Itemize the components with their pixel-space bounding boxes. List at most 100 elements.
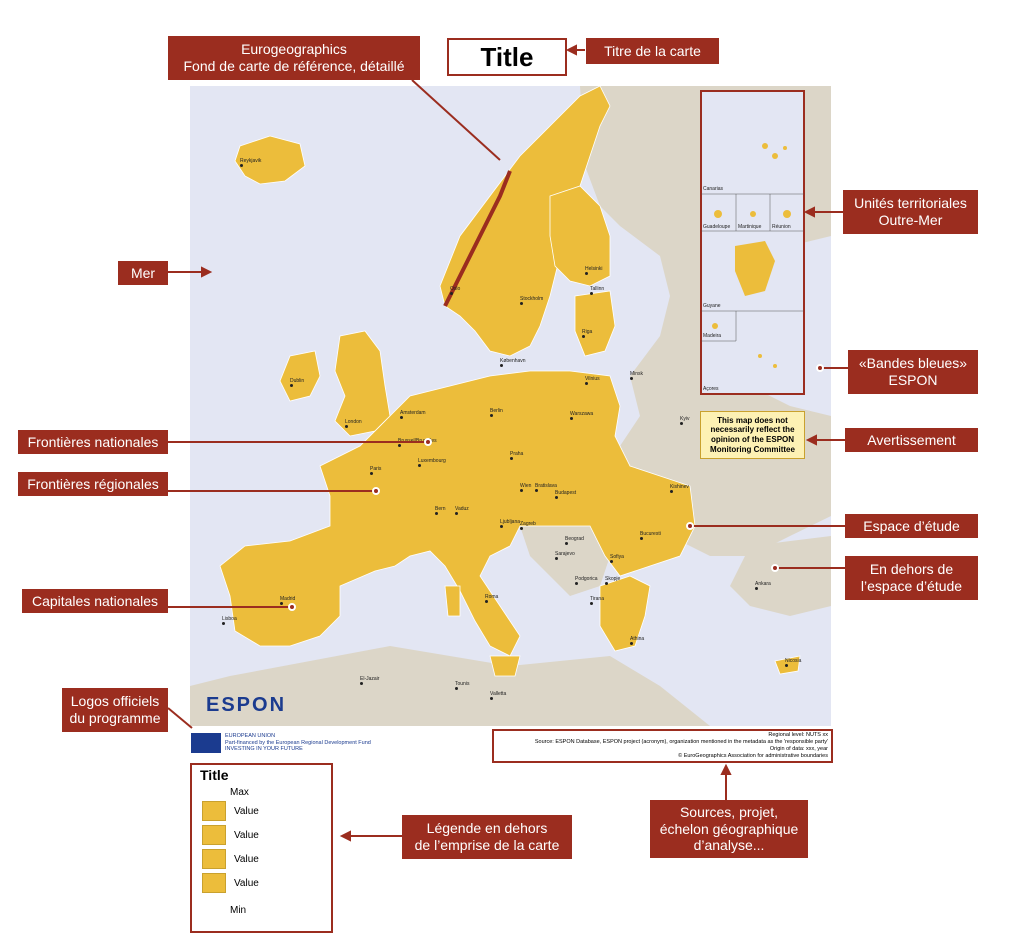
annotation-background-map: Eurogeographics Fond de carte de référenc… [168, 36, 420, 80]
map-area: Canarias Guadeloupe Martinique Réunion G… [190, 86, 831, 726]
capital-dot [605, 582, 608, 585]
capital-dot [630, 377, 633, 380]
city-label: Wien [520, 483, 532, 489]
capital-dot [575, 582, 578, 585]
capital-dot [590, 292, 593, 295]
espon-logo: ESPON [206, 694, 287, 716]
city-label: Ankara [755, 581, 771, 587]
city-label: Lisboa [222, 616, 237, 622]
capital-dot [455, 687, 458, 690]
legend-row: Value [202, 873, 259, 893]
capital-dot [510, 457, 513, 460]
capital-dot [290, 384, 293, 387]
europe-map [190, 86, 831, 726]
annotation-sources: Sources, projet, échelon géographique d’an… [650, 800, 808, 858]
city-label: Budapest [555, 490, 577, 496]
legend-title: Title [200, 767, 229, 783]
city-label: Warszawa [570, 411, 594, 417]
capital-dot [490, 414, 493, 417]
capital-dot [520, 489, 523, 492]
city-label: Beograd [565, 536, 584, 542]
annotation-regional-borders: Frontières régionales [18, 472, 168, 496]
city-label: Zagreb [520, 521, 536, 527]
capital-dot [630, 642, 633, 645]
city-label: Berlin [490, 408, 503, 414]
eu-flag-icon [191, 733, 221, 753]
capital-dot [555, 496, 558, 499]
annotation-sea: Mer [118, 261, 168, 285]
city-label: Tounis [455, 681, 470, 687]
capital-dot [240, 164, 243, 167]
eu-logo-block: EUROPEAN UNION Part-financed by the Euro… [191, 731, 421, 755]
capital-dot [755, 587, 758, 590]
capital-dot [370, 472, 373, 475]
capital-dot [582, 335, 585, 338]
city-label: Athina [630, 636, 645, 642]
city-label: Paris [370, 466, 382, 472]
city-label: Kishinev [670, 484, 689, 490]
capital-dot [500, 364, 503, 367]
capital-dot [485, 600, 488, 603]
capital-dot [785, 664, 788, 667]
capital-dot [535, 489, 538, 492]
capital-dot [455, 512, 458, 515]
eu-text: EUROPEAN UNION Part-financed by the Euro… [225, 733, 371, 753]
annotation-disclaimer: Avertissement [845, 428, 978, 452]
pin-outside-study [771, 564, 779, 572]
pin-regional-border [372, 487, 380, 495]
city-label: Minsk [630, 371, 644, 377]
annotation-logos: Logos officiels du programme [62, 688, 168, 732]
city-label: Tallinn [590, 286, 605, 292]
capital-dot [450, 292, 453, 295]
capital-dot [555, 557, 558, 560]
legend-box: Title Max Value Value Value Value Min [190, 763, 333, 933]
city-label: Madrid [280, 596, 296, 602]
city-label: Valletta [490, 691, 507, 697]
city-label: Podgorica [575, 576, 598, 582]
city-label: Sofiya [610, 554, 624, 560]
capital-dot [360, 682, 363, 685]
capital-dot [490, 697, 493, 700]
city-label: Tirana [590, 596, 604, 602]
pin-capital [288, 603, 296, 611]
city-label: Skopje [605, 576, 621, 582]
capital-dot [680, 422, 683, 425]
city-label: Ljubljana [500, 519, 521, 525]
disclaimer-box: This map does not necessarily reflect th… [700, 411, 805, 459]
city-label: Helsinki [585, 266, 603, 272]
city-label: København [500, 358, 526, 364]
city-label: Stockholm [520, 296, 544, 302]
capital-dot [435, 512, 438, 515]
capital-dot [585, 382, 588, 385]
sources-box: Regional level: NUTS xx Source: ESPON Da… [492, 729, 833, 763]
city-label: Oslo [450, 286, 461, 292]
legend-label: Max [230, 787, 249, 798]
annotation-study-area: Espace d’étude [845, 514, 978, 538]
annotation-blue-bands: «Bandes bleues» ESPON [848, 350, 978, 394]
capital-dot [222, 622, 225, 625]
capital-dot [565, 542, 568, 545]
city-label: Bratislava [535, 483, 557, 489]
inset-label: Açores [703, 386, 719, 392]
city-label: Amsterdam [400, 410, 426, 416]
capital-dot [590, 602, 593, 605]
capital-dot [500, 525, 503, 528]
capital-dot [520, 527, 523, 530]
capital-dot [280, 602, 283, 605]
city-label: Vilnius [585, 376, 600, 382]
city-label: Bern [435, 506, 446, 512]
city-label: Sarajevo [555, 551, 575, 557]
capital-dot [400, 416, 403, 419]
city-label: El-Jazair [360, 676, 380, 682]
city-label: Dublin [290, 378, 305, 384]
city-label: London [345, 419, 362, 425]
city-label: Luxembourg [418, 458, 446, 464]
capital-dot [585, 272, 588, 275]
city-label: Kyiv [680, 416, 690, 422]
capital-dot [520, 302, 523, 305]
legend-label: Min [230, 905, 247, 916]
map-title: Title [447, 38, 567, 76]
capital-dot [610, 560, 613, 563]
inset-label: Guadeloupe [703, 224, 731, 230]
inset-label: Canarias [703, 186, 724, 192]
